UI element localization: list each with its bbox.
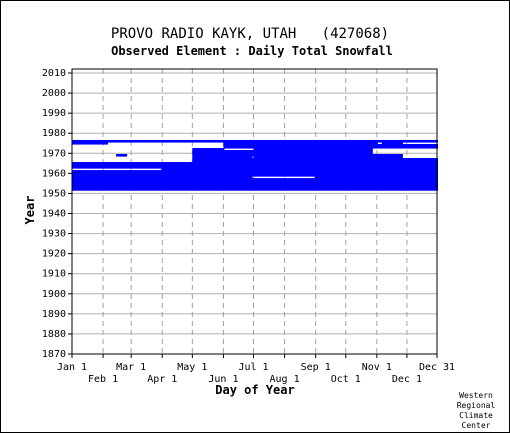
y-tick-label: 1910 <box>42 269 66 280</box>
x-tick-label: Dec 31 <box>419 362 455 373</box>
y-tick-label: 1960 <box>42 168 66 179</box>
x-tick-label: Apr 1 <box>147 374 177 385</box>
x-tick-label: Jan 1 <box>57 362 87 373</box>
credit-block: Western Regional Climate Center <box>457 391 496 430</box>
data-run <box>161 168 439 171</box>
y-tick-label: 1900 <box>42 289 66 300</box>
y-tick-label: 1920 <box>42 249 66 260</box>
data-run <box>72 188 439 191</box>
data-run <box>72 186 439 189</box>
y-tick-label: 2010 <box>42 68 66 79</box>
x-tick-label: Jun 1 <box>208 374 238 385</box>
data-run <box>72 164 439 167</box>
data-run <box>192 149 373 153</box>
x-tick-label: Nov 1 <box>362 362 392 373</box>
data-run <box>72 172 439 175</box>
data-run <box>223 141 378 145</box>
x-axis-label: Day of Year <box>215 383 294 397</box>
y-tick-label: 1970 <box>42 148 66 159</box>
data-run <box>253 156 403 159</box>
x-tick-label: Aug 1 <box>270 374 300 385</box>
credit-line-2: Regional <box>457 401 496 410</box>
y-tick-label: 1870 <box>42 349 66 360</box>
x-tick-label: Sep 1 <box>301 362 331 373</box>
y-tick-label: 1880 <box>42 329 66 340</box>
axes <box>68 68 438 358</box>
data-run <box>72 178 439 181</box>
chart-title: PROVO RADIO KAYK, UTAH (427068) <box>111 26 389 42</box>
x-tick-label: May 1 <box>177 362 207 373</box>
x-tick-label: Dec 1 <box>392 374 422 385</box>
x-tick-label: Feb 1 <box>88 374 118 385</box>
data-run <box>253 147 373 151</box>
chart-subtitle: Observed Element : Daily Total Snowfall <box>111 44 393 58</box>
y-tick-label: 1930 <box>42 229 66 240</box>
plot-background <box>72 69 437 354</box>
data-run <box>72 170 439 173</box>
data-layer <box>72 139 439 191</box>
data-run <box>314 176 439 179</box>
plot-area <box>72 69 437 354</box>
x-tick-label: Oct 1 <box>331 374 361 385</box>
y-tick-label: 1890 <box>42 309 66 320</box>
data-run <box>72 180 439 183</box>
y-tick-label: 1990 <box>42 108 66 119</box>
data-run <box>72 176 253 179</box>
data-run <box>72 162 439 165</box>
data-run <box>72 174 439 177</box>
credit-line-3: Climate <box>459 411 493 420</box>
data-run <box>192 153 403 157</box>
data-run <box>192 158 439 161</box>
x-tick-label: Jul 1 <box>238 362 268 373</box>
data-run <box>72 182 439 185</box>
data-run <box>192 160 439 163</box>
x-tick-label: Mar 1 <box>116 362 146 373</box>
y-tick-label: 1980 <box>42 128 66 139</box>
data-run <box>223 145 439 149</box>
data-run <box>192 147 225 151</box>
data-run <box>192 151 373 155</box>
tick-labels: 1870 1880 1890 1900 1910 1920 1930 1940 1950 1960… <box>42 68 455 385</box>
data-run <box>223 143 439 147</box>
credit-line-4: Center <box>462 421 491 430</box>
y-tick-label: 1940 <box>42 209 66 220</box>
y-axis-label: Year <box>23 196 37 225</box>
data-run <box>72 184 439 187</box>
y-tick-label: 2000 <box>42 88 66 99</box>
plot-border <box>71 68 438 355</box>
data-run <box>72 141 109 145</box>
data-run <box>116 153 128 157</box>
data-run <box>72 139 439 143</box>
data-run <box>381 141 403 145</box>
data-run <box>72 166 439 169</box>
credit-line-1: Western <box>459 391 493 400</box>
data-run <box>192 156 253 159</box>
y-tick-label: 1950 <box>42 188 66 199</box>
